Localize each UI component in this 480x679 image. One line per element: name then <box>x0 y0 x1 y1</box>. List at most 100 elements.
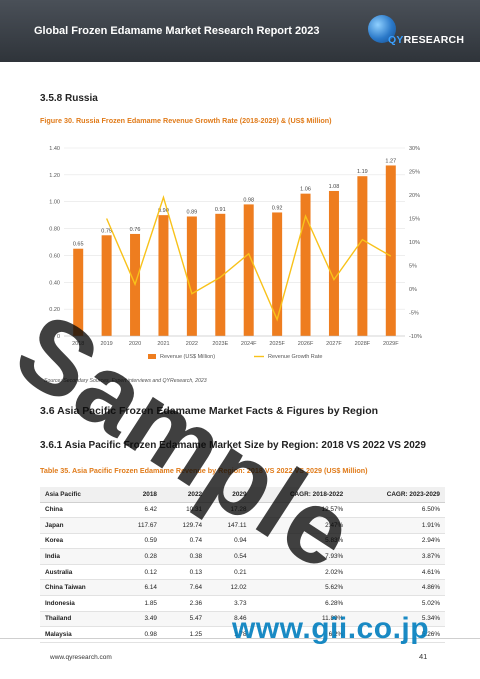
table-cell: 6.2% <box>251 626 349 643</box>
table-cell: 0.13 <box>161 564 208 581</box>
table-cell: 12.57% <box>251 502 349 519</box>
table-cell: 5.26% <box>348 626 445 643</box>
figure-caption: Figure 30. Russia Frozen Edamame Revenue… <box>40 116 332 125</box>
y2-tick-label: 30% <box>409 146 420 152</box>
table-cell: 0.28 <box>117 548 162 565</box>
y2-tick-label: -10% <box>409 334 422 340</box>
x-tick-label: 2028F <box>355 341 371 347</box>
bar-data-label: 0.90 <box>158 208 169 214</box>
report-title: Global Frozen Edamame Market Research Re… <box>34 25 320 37</box>
legend-label-revenue: Revenue (US$ Million) <box>160 354 215 360</box>
qyresearch-logo: QYRESEARCH <box>366 12 465 52</box>
x-tick-label: 2020 <box>129 341 141 347</box>
table-cell: 5.34% <box>348 611 445 628</box>
table-cell: China Taiwan <box>40 579 118 597</box>
table-cell: 1.25 <box>161 626 208 643</box>
bar <box>215 213 226 336</box>
footer-divider <box>0 638 480 639</box>
bar <box>357 176 368 336</box>
table-header-cell: CAGR: 2023-2029 <box>348 487 445 503</box>
x-tick-label: 2022 <box>186 341 198 347</box>
chart-svg: 0 0.20 0.40 0.60 0.80 1.00 1.20 1.40 -10% -5% 0% 5%… <box>49 146 422 360</box>
table-cell: 0.59 <box>117 533 162 550</box>
table-cell: 6.50% <box>348 502 445 519</box>
table-cell: 3.49 <box>117 611 162 628</box>
x-tick-label: 2027F <box>326 341 342 347</box>
table-cell: 1.91% <box>348 517 445 534</box>
table-cell: 4.61% <box>348 564 445 581</box>
table-header-cell: Asia Pacific <box>40 487 118 503</box>
bar <box>272 212 283 336</box>
table-cell: 17.28 <box>207 502 252 519</box>
bar <box>300 193 311 336</box>
table-cell: 6.42 <box>117 502 162 519</box>
bar-data-label: 0.65 <box>73 242 84 248</box>
table-cell: 5.83% <box>251 533 349 550</box>
table-cell: India <box>40 548 118 565</box>
table-cell: 1.78 <box>207 626 252 643</box>
y2-tick-label: 25% <box>409 170 420 176</box>
table-cell: 3.87% <box>348 548 445 565</box>
table-cell: 0.54 <box>207 548 252 565</box>
table-cell: China <box>40 502 118 519</box>
revenue-table: Asia Pacific 2018 2022 2029 CAGR: 2018-2022 C… <box>40 487 445 643</box>
x-tick-label: 2018 <box>72 341 84 347</box>
table-cell: Indonesia <box>40 595 118 612</box>
table-cell: 2.36 <box>161 595 208 612</box>
x-tick-label: 2025F <box>269 341 285 347</box>
globe-icon <box>368 15 396 43</box>
x-tick-label: 2026F <box>298 341 314 347</box>
x-tick-label: 2023E <box>212 341 228 347</box>
bar-data-label: 1.27 <box>385 158 396 164</box>
table-row: India 0.28 0.38 0.54 7.93% 3.87% <box>40 548 445 565</box>
table-cell: Malaysia <box>40 626 118 643</box>
table-cell: 7.64 <box>161 579 208 597</box>
table-cell: 11.89% <box>251 611 349 628</box>
bar-data-label: 1.19 <box>357 169 368 175</box>
table-cell: 10.31 <box>161 502 208 519</box>
table-row: Korea 0.59 0.74 0.94 5.83% 2.94% <box>40 533 445 550</box>
subsection-heading: 3.6.1 Asia Pacific Frozen Edamame Market… <box>40 440 426 451</box>
bar-data-label: 0.76 <box>130 227 141 233</box>
x-tick-label: 2019 <box>101 341 113 347</box>
table-cell: 0.38 <box>161 548 208 565</box>
page-number: 41 <box>419 652 428 661</box>
y-tick-label: 1.20 <box>49 173 60 179</box>
bar <box>328 190 339 336</box>
table-cell: 147.11 <box>207 517 252 534</box>
bar-data-label: 0.89 <box>187 209 198 215</box>
table-cell: 0.21 <box>207 564 252 581</box>
footer-url: www.qyresearch.com <box>50 654 112 661</box>
section-heading: 3.6 Asia Pacific Frozen Edamame Market F… <box>40 405 379 417</box>
table-caption: Table 35. Asia Pacific Frozen Edamame Re… <box>40 466 368 475</box>
table-header-cell: 2022 <box>161 487 208 503</box>
y-tick-label: 0.20 <box>49 307 60 313</box>
table-body: China 6.42 10.31 17.28 12.57% 6.50% Japan 117.6… <box>40 502 445 643</box>
table-cell: 0.12 <box>117 564 162 581</box>
table-row: Australia 0.12 0.13 0.21 2.02% 4.61% <box>40 564 445 581</box>
logo-text: QYRESEARCH <box>388 34 465 46</box>
growth-line <box>105 194 392 322</box>
y2-tick-label: 5% <box>409 264 417 270</box>
table-cell: 1.85 <box>117 595 162 612</box>
legend-swatch-revenue <box>148 354 156 359</box>
bar-data-label: 1.08 <box>329 184 340 190</box>
table-header-row: Asia Pacific 2018 2022 2029 CAGR: 2018-2022 C… <box>40 487 445 503</box>
table-cell: Korea <box>40 533 118 550</box>
bar-data-label: 1.06 <box>300 187 311 193</box>
table-cell: 5.02% <box>348 595 445 612</box>
bar-data-label: 0.91 <box>215 207 226 213</box>
table-cell: 2.94% <box>348 533 445 550</box>
table-header-cell: 2029 <box>207 487 252 503</box>
bar <box>101 235 112 336</box>
y2-tick-label: 20% <box>409 193 420 199</box>
table-cell: 3.73 <box>207 595 252 612</box>
x-tick-label: 2021 <box>157 341 169 347</box>
bar-data-label: 0.75 <box>101 228 112 234</box>
table-cell: 2.47% <box>251 517 349 534</box>
table-cell: 5.62% <box>251 579 349 597</box>
bar <box>158 215 169 336</box>
legend-label-growth: Revenue Growth Rate <box>268 354 322 360</box>
table-cell: 6.28% <box>251 595 349 612</box>
table-row: Japan 117.67 129.74 147.11 2.47% 1.91% <box>40 517 445 534</box>
